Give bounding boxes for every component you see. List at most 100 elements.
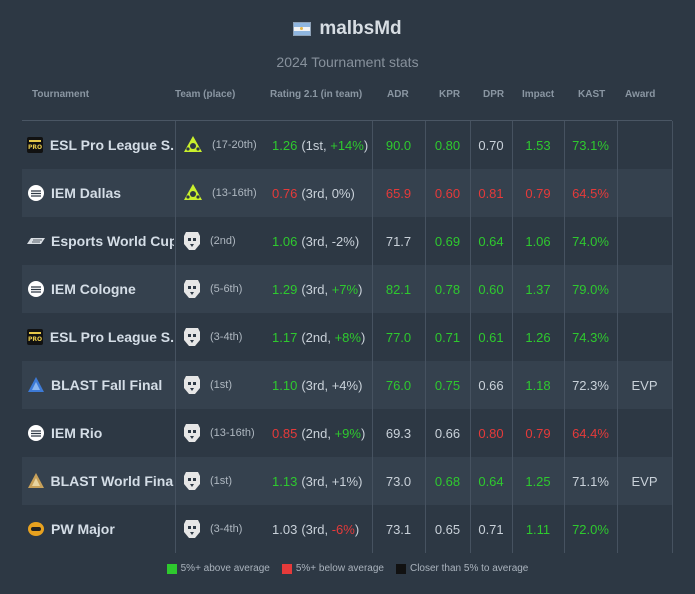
column-divider [617,265,618,313]
tournament-cell[interactable]: IEM Cologne [26,265,174,313]
tournament-name[interactable]: BLAST Fall Final [51,377,163,393]
team-cell[interactable]: (5-6th) [182,265,270,313]
column-divider [672,217,673,265]
fnatic-style-team-icon[interactable] [182,182,204,204]
table-row[interactable]: Esports World Cup (2nd) 1.06 (3rd, -2%) … [22,217,673,265]
kpr-cell: 0.68 [425,457,470,505]
team-place: (5-6th) [210,283,243,295]
table-row[interactable]: IEM Rio (13-16th) 0.85 (2nd, +9%) 69.3 0… [22,409,673,457]
tournament-cell[interactable]: PW Major [26,505,174,553]
team-rank: 2nd [305,425,328,441]
esl-pro-league-icon: PRO [26,135,45,155]
player-header: malbsMd [0,18,695,41]
tournament-cell[interactable]: BLAST World Final [26,457,174,505]
team-cell[interactable]: (17-20th) [182,121,270,169]
team-cell[interactable]: (1st) [182,361,270,409]
color-legend: 5%+ above average 5%+ below average Clos… [0,563,695,574]
adr-cell: 76.0 [372,361,425,409]
black-swatch-icon [395,563,406,574]
g2-icon[interactable] [182,374,202,396]
team-cell[interactable]: (3-4th) [182,313,270,361]
tournament-name[interactable]: ESL Pro League S... [49,137,174,153]
dpr-value: 0.80 [478,425,504,441]
legend-close-label: Closer than 5% to average [409,563,529,574]
kast-value: 71.1% [572,473,609,489]
column-divider [512,457,513,505]
team-cell[interactable]: (13-16th) [182,169,270,217]
column-divider [512,313,513,361]
rating-value: 0.76 [272,185,298,201]
svg-text:PRO: PRO [28,144,42,151]
iem-icon [26,423,46,443]
impact-cell: 1.26 [512,313,564,361]
tournament-name[interactable]: PW Major [51,521,115,537]
rating-cell: 1.06 (3rd, -2%) [272,217,372,265]
column-divider [470,409,471,457]
column-divider [672,505,673,553]
table-row[interactable]: IEM Cologne (5-6th) 1.29 (3rd, +7%) 82.1… [22,265,673,313]
kast-value: 79.0% [572,281,609,297]
tournament-cell[interactable]: PRO ESL Pro League S... [26,313,174,361]
tournament-cell[interactable]: PRO ESL Pro League S... [26,121,174,169]
tournament-name[interactable]: Esports World Cup [51,233,174,249]
impact-value: 1.37 [525,281,551,297]
tournament-cell[interactable]: IEM Rio [26,409,174,457]
legend-below-label: 5%+ below average [295,563,384,574]
tournament-cell[interactable]: IEM Dallas [26,169,174,217]
impact-value: 1.53 [525,137,551,153]
player-name[interactable]: malbsMd [319,18,402,39]
impact-value: 1.06 [525,233,551,249]
fnatic-style-team-icon[interactable] [182,134,204,156]
dpr-value: 0.70 [478,137,504,153]
kast-value: 72.0% [572,521,609,537]
dpr-value: 0.61 [478,329,504,345]
dpr-cell: 0.81 [470,169,512,217]
team-rank: 3rd [305,473,325,489]
team-cell[interactable]: (3-4th) [182,505,270,553]
tournament-cell[interactable]: Esports World Cup [26,217,174,265]
table-row[interactable]: IEM Dallas (13-16th) 0.76 (3rd, 0%) 65.9… [22,169,673,217]
g2-icon[interactable] [182,518,202,540]
table-row[interactable]: PRO ESL Pro League S... (17-20th) 1.26 (… [22,121,673,169]
rating-delta: +14% [330,137,364,153]
column-divider [564,457,565,505]
team-cell[interactable]: (13-16th) [182,409,270,457]
g2-icon[interactable] [182,470,202,492]
g2-icon[interactable] [182,278,202,300]
tournament-cell[interactable]: BLAST Fall Final [26,361,174,409]
kast-cell: 71.1% [564,457,617,505]
column-divider [470,265,471,313]
rating-rank: (3rd, +7%) [301,281,363,297]
column-divider [672,121,673,169]
impact-cell: 1.18 [512,361,564,409]
table-row[interactable]: PRO ESL Pro League S... (3-4th) 1.17 (2n… [22,313,673,361]
g2-icon[interactable] [182,326,202,348]
tournament-name[interactable]: IEM Cologne [51,281,136,297]
column-divider [470,313,471,361]
column-divider [564,409,565,457]
guatemala-flag-icon [293,22,312,36]
table-row[interactable]: PW Major (3-4th) 1.03 (3rd, -6%) 73.1 0.… [22,505,673,553]
g2-icon[interactable] [182,422,202,444]
team-place: (2nd) [210,235,236,247]
column-divider [512,265,513,313]
rating-delta: +8% [334,329,361,345]
column-divider [372,409,373,457]
table-row[interactable]: BLAST World Final (1st) 1.13 (3rd, +1%) … [22,457,673,505]
table-row[interactable]: BLAST Fall Final (1st) 1.10 (3rd, +4%) 7… [22,361,673,409]
tournament-name[interactable]: ESL Pro League S... [49,329,174,345]
column-divider [425,313,426,361]
kpr-value: 0.75 [434,377,461,393]
team-cell[interactable]: (1st) [182,457,270,505]
kpr-value: 0.69 [434,233,461,249]
tournament-name[interactable]: BLAST World Final [50,473,174,489]
column-divider [470,121,471,169]
g2-icon[interactable] [182,230,202,252]
rating-rank: (2nd, +8%) [301,329,366,345]
impact-value: 0.79 [525,425,551,441]
team-cell[interactable]: (2nd) [182,217,270,265]
adr-value: 73.1 [385,521,412,537]
tournament-name[interactable]: IEM Dallas [51,185,122,201]
kast-value: 74.0% [572,233,609,249]
tournament-name[interactable]: IEM Rio [51,425,103,441]
